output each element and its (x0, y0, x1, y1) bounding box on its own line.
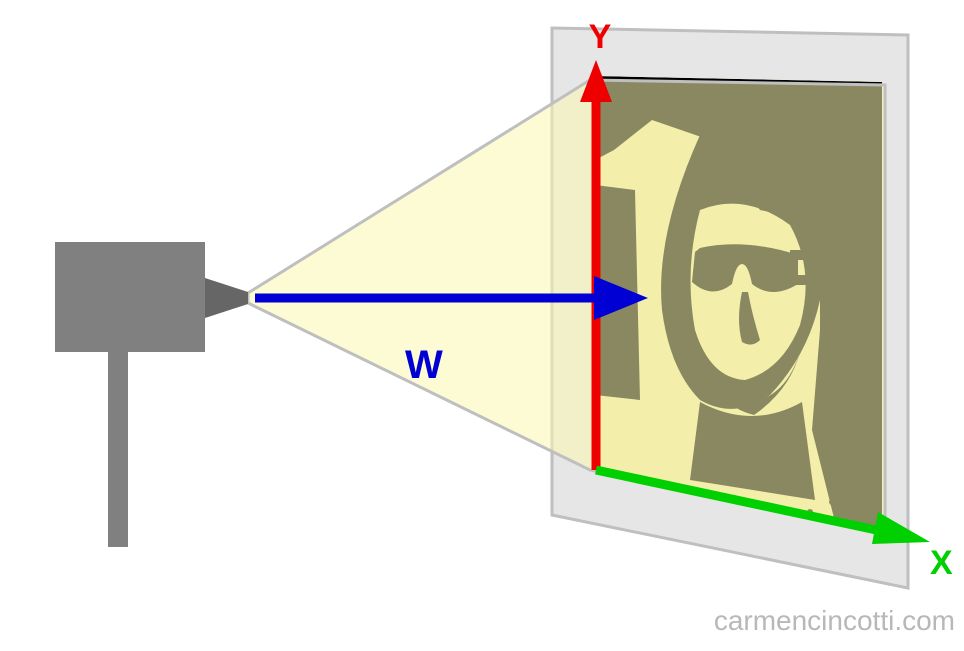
w-axis-label: W (405, 343, 443, 387)
camera-icon (55, 242, 248, 547)
camera-stand (108, 352, 128, 547)
y-axis-label: Y (589, 18, 612, 56)
x-axis-label: X (930, 544, 953, 582)
camera-lens (205, 278, 248, 318)
camera-body (55, 242, 205, 352)
diagram-svg: Y X W carmencincotti.com (0, 0, 964, 651)
diagram-canvas: Y X W carmencincotti.com (0, 0, 964, 651)
watermark-text: carmencincotti.com (714, 605, 955, 636)
